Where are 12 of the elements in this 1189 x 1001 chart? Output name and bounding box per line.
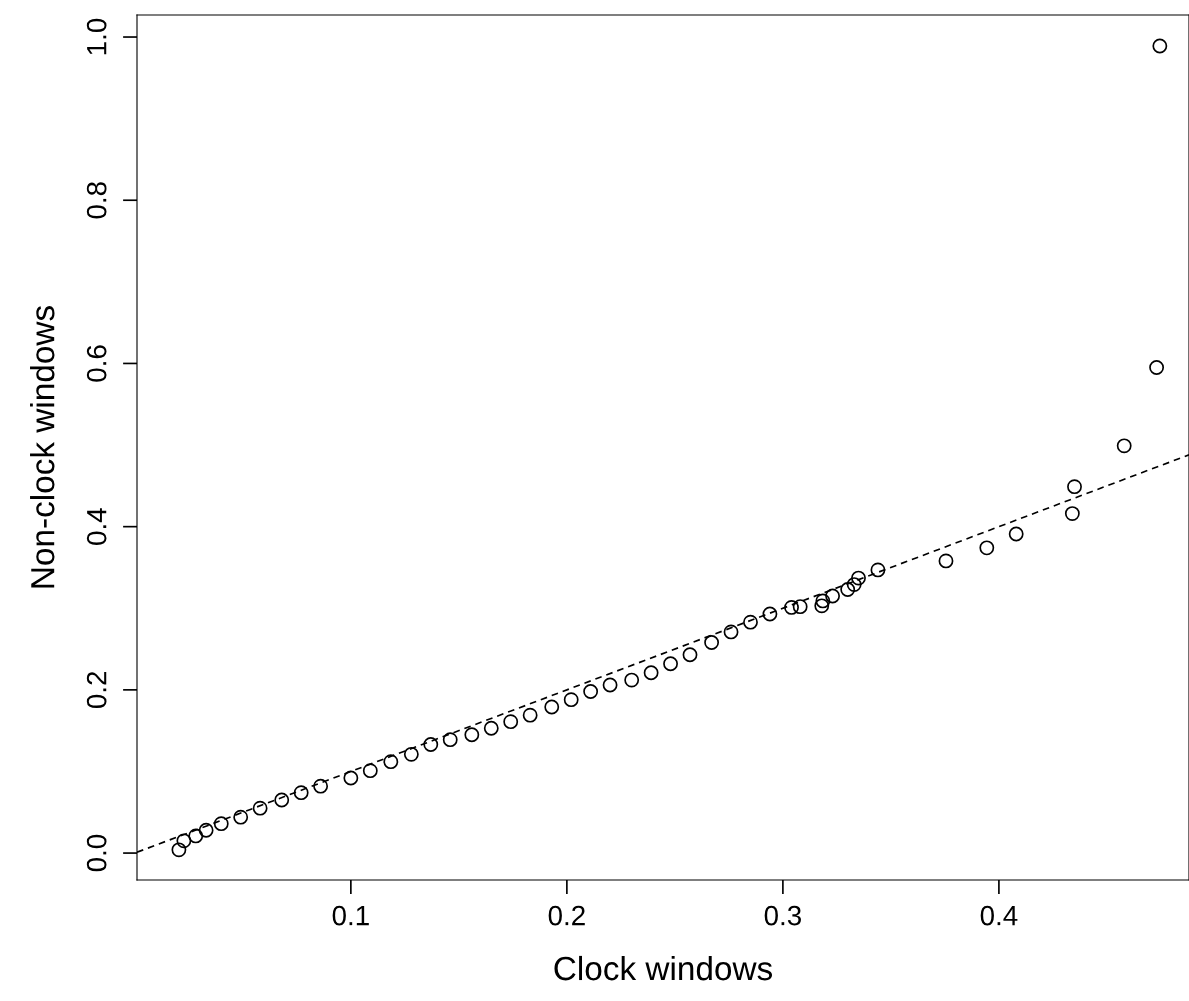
x-axis-title: Clock windows [554,955,773,981]
x-tick-label: 0.2 [548,905,585,926]
x-tick-label: 0.1 [332,905,369,926]
y-tick-label: 1.0 [86,18,107,55]
x-tick-label: 0.3 [764,905,801,926]
y-tick-label: 0.6 [86,345,107,382]
x-tick-label: 0.4 [980,905,1018,926]
y-tick-label: 0.2 [86,671,107,709]
y-tick-label: 0.4 [86,508,107,545]
y-tick-label: 0.8 [86,182,107,219]
y-tick-label: 0.0 [86,834,107,872]
y-axis-title: Non-clock windows [30,306,55,588]
